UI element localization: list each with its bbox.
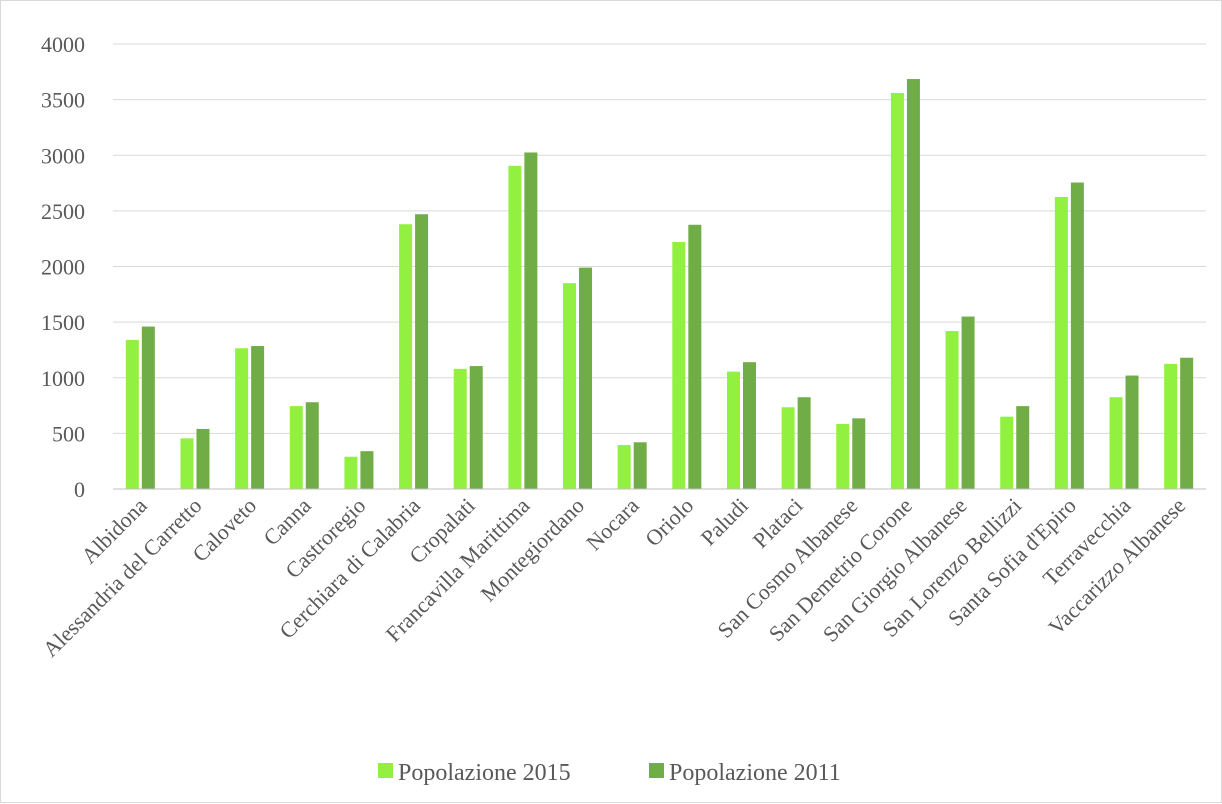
- bar-2015: [125, 339, 139, 489]
- bar-2011: [961, 316, 975, 489]
- y-tick-label: 3500: [41, 88, 85, 113]
- bar-2015: [836, 423, 850, 489]
- bar-2015: [726, 371, 740, 489]
- y-tick-label: 1500: [41, 310, 85, 335]
- bar-2015: [781, 407, 795, 489]
- y-tick-label: 4000: [41, 32, 85, 57]
- bar-2015: [672, 242, 686, 489]
- bar-2011: [688, 224, 702, 489]
- bar-2015: [945, 331, 959, 489]
- bar-2011: [1125, 375, 1139, 489]
- bar-2015: [235, 348, 249, 489]
- y-tick-label: 1000: [41, 366, 85, 391]
- legend-swatch: [649, 763, 664, 778]
- bar-2011: [1070, 182, 1084, 489]
- x-tick-label: Oriolo: [640, 493, 698, 551]
- bar-2015: [453, 368, 467, 489]
- bar-2011: [1180, 357, 1194, 489]
- bar-2011: [524, 152, 538, 489]
- y-tick-label: 0: [74, 477, 85, 502]
- legend-label: Popolazione 2011: [669, 760, 841, 786]
- bar-2015: [508, 165, 522, 489]
- bar-2011: [305, 402, 319, 489]
- bar-2011: [579, 267, 593, 489]
- bar-2015: [399, 224, 413, 489]
- legend-label: Popolazione 2015: [398, 760, 571, 786]
- bar-2011: [906, 79, 920, 489]
- bar-2011: [633, 442, 647, 489]
- x-tick-label: Paludi: [696, 493, 753, 550]
- legend-swatch: [378, 763, 393, 778]
- bar-2015: [1000, 416, 1014, 489]
- bar-2011: [141, 326, 155, 489]
- bar-2011: [1016, 406, 1030, 489]
- bar-2015: [563, 283, 577, 489]
- bar-2011: [742, 362, 756, 489]
- bar-2015: [1054, 196, 1068, 489]
- bar-2015: [1164, 363, 1178, 489]
- y-tick-label: 2000: [41, 255, 85, 280]
- bar-2011: [469, 366, 483, 489]
- y-tick-label: 2500: [41, 199, 85, 224]
- bar-2015: [890, 92, 904, 489]
- bar-2011: [797, 397, 811, 489]
- bar-2015: [180, 438, 194, 489]
- bar-2015: [344, 456, 358, 489]
- bar-2011: [415, 214, 429, 489]
- x-tick-label: Nocara: [581, 493, 644, 556]
- y-tick-label: 500: [52, 421, 85, 446]
- bar-2011: [852, 418, 866, 489]
- bar-2015: [1109, 397, 1123, 489]
- bar-2011: [251, 346, 265, 489]
- bar-2015: [617, 445, 631, 489]
- y-tick-label: 3000: [41, 143, 85, 168]
- bar-2011: [196, 428, 210, 489]
- bar-2015: [289, 406, 303, 489]
- bar-2011: [360, 451, 374, 489]
